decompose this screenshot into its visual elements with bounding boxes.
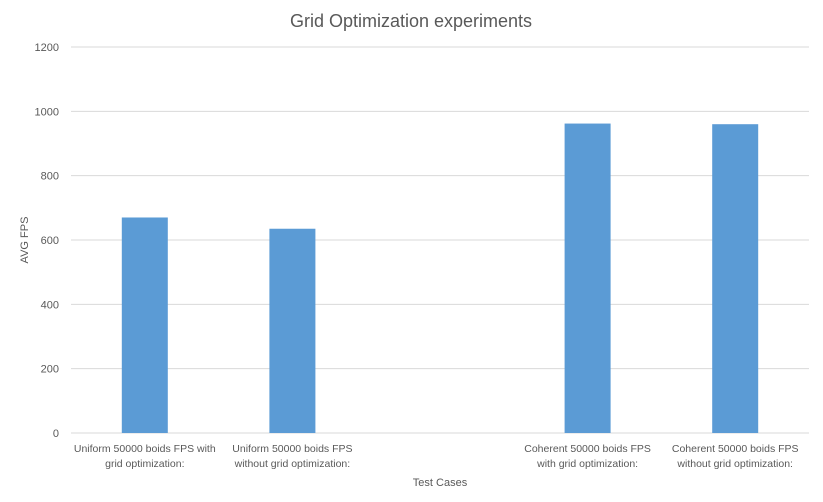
bar bbox=[121, 217, 168, 433]
x-category-label: without grid optimization: bbox=[234, 458, 351, 470]
y-axis-label: AVG FPS bbox=[19, 217, 31, 264]
x-category-label: Uniform 50000 boids FPS with bbox=[74, 443, 216, 455]
y-tick-label: 0 bbox=[53, 428, 59, 440]
y-tick-label: 1200 bbox=[35, 42, 59, 54]
bar bbox=[564, 123, 611, 433]
x-category-label: Uniform 50000 boids FPS bbox=[232, 443, 352, 455]
x-axis-categories: Uniform 50000 boids FPS with grid optimiz… bbox=[74, 443, 799, 470]
bars bbox=[121, 123, 759, 433]
bar bbox=[712, 124, 759, 433]
x-axis-label: Test Cases bbox=[413, 477, 468, 489]
x-category-label: without grid optimization: bbox=[676, 458, 793, 470]
y-tick-label: 200 bbox=[41, 364, 59, 376]
x-category-label: grid optimization: bbox=[105, 458, 184, 470]
y-tick-label: 400 bbox=[41, 299, 59, 311]
x-category-label: Coherent 50000 boids FPS bbox=[672, 443, 799, 455]
chart-title: Grid Optimization experiments bbox=[290, 11, 532, 31]
y-axis-ticks: 0 200 400 600 800 1000 1200 bbox=[35, 42, 59, 440]
y-tick-label: 600 bbox=[41, 235, 59, 247]
y-tick-label: 1000 bbox=[35, 106, 59, 118]
x-category-label: with grid optimization: bbox=[536, 458, 638, 470]
y-tick-label: 800 bbox=[41, 171, 59, 183]
x-category-label: Coherent 50000 boids FPS bbox=[524, 443, 651, 455]
bar bbox=[269, 228, 316, 433]
gridlines bbox=[71, 46, 809, 434]
